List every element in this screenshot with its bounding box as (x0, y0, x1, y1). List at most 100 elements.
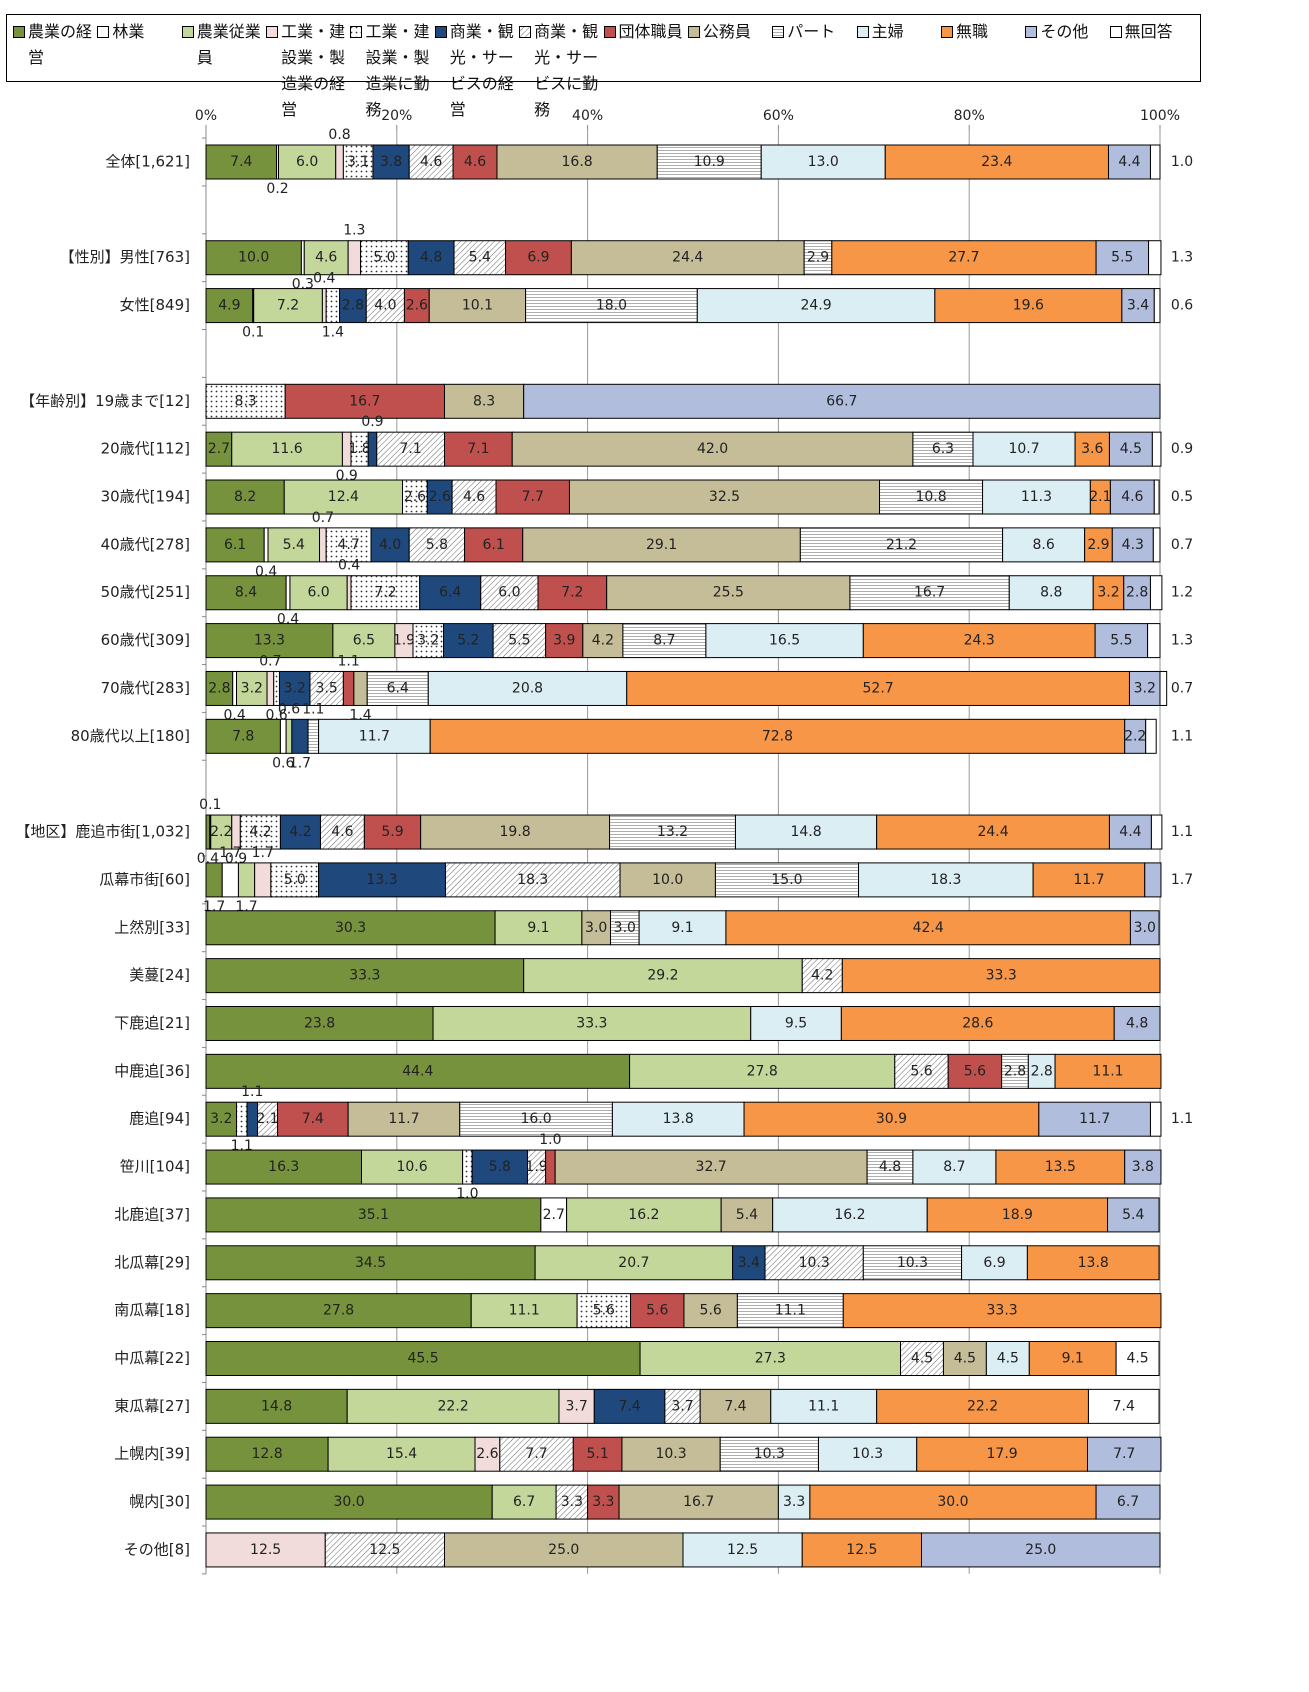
data-label: 12.5 (846, 1542, 877, 1558)
bar-segment (278, 144, 337, 180)
data-label: 6.0 (296, 154, 318, 170)
bar-segment (499, 1436, 574, 1472)
data-label: 4.2 (249, 824, 271, 840)
bar-segment (319, 814, 365, 850)
data-label: 2.1 (256, 1111, 278, 1127)
bar-segment (285, 718, 293, 754)
data-label: 1.7 (252, 845, 274, 861)
bar-segment (205, 670, 234, 706)
bar-segment (1107, 1197, 1160, 1233)
data-label: 4.6 (1121, 489, 1143, 505)
bar-segment (307, 718, 320, 754)
data-label: 32.5 (709, 489, 740, 505)
bar-segment (523, 958, 803, 994)
bar-segment (205, 575, 287, 611)
data-label: 13.8 (1078, 1255, 1109, 1271)
y-tick-label: 80歳代以上[180] (71, 727, 190, 745)
bar-segment (205, 1149, 363, 1185)
data-label: 1.3 (343, 223, 365, 239)
data-label: 7.8 (232, 728, 254, 744)
data-label: 24.4 (977, 824, 1008, 840)
data-label: 2.2 (1124, 728, 1146, 744)
data-label: 5.8 (426, 537, 448, 553)
data-label: 5.5 (1111, 250, 1133, 266)
data-label: 15.0 (771, 872, 802, 888)
bar-segment (1074, 431, 1110, 467)
data-label: 10.0 (238, 250, 269, 266)
legend-swatch-box (1025, 26, 1038, 38)
bar-segment (803, 240, 833, 276)
bar-segment (622, 623, 707, 659)
bar-segment (1152, 527, 1161, 563)
bar-segment (736, 1293, 844, 1329)
data-label: 11.1 (775, 1303, 806, 1319)
data-label: 7.1 (400, 441, 422, 457)
data-label: 3.0 (614, 920, 636, 936)
data-label: 6.3 (932, 441, 954, 457)
bar-segment (900, 1341, 944, 1376)
y-tick-label: 上然別[33] (114, 918, 190, 936)
bar-segment (926, 1197, 1109, 1233)
y-tick-label: 30歳代[194] (101, 488, 190, 506)
bar-segment (324, 1532, 445, 1568)
data-label: 30.3 (335, 920, 366, 936)
bar-segment (523, 383, 1161, 419)
bar-segment (367, 431, 378, 467)
data-label: 5.4 (469, 250, 491, 266)
data-label: 5.8 (489, 1159, 511, 1175)
data-label: 3.7 (565, 1398, 587, 1414)
legend-swatch-box (13, 26, 25, 38)
bar-segment (205, 144, 278, 180)
data-label: 52.7 (863, 680, 894, 696)
data-label: 4.9 (218, 298, 240, 314)
bar-segment (801, 958, 843, 994)
data-label: 42.4 (913, 920, 944, 936)
legend-item: パート (772, 19, 856, 77)
data-label: 45.5 (407, 1351, 438, 1367)
data-label: 1.7 (1171, 872, 1193, 888)
data-label: 4.4 (1119, 824, 1141, 840)
legend-swatch (519, 26, 532, 38)
data-label: 11.1 (808, 1398, 839, 1414)
bar-segment (365, 288, 405, 324)
data-label: 8.3 (234, 393, 256, 409)
bar-segment (545, 1149, 556, 1185)
data-label: 13.3 (366, 872, 397, 888)
data-label: 32.7 (696, 1159, 727, 1175)
y-tick-label: 南瓜幕[18] (114, 1301, 190, 1319)
data-label: 2.9 (807, 250, 829, 266)
data-label: 10.3 (655, 1446, 686, 1462)
legend-item: 無職 (940, 19, 1025, 77)
bar-segment (894, 1053, 949, 1089)
data-label: 3.8 (380, 154, 402, 170)
y-tick-label: 40歳代[278] (101, 535, 190, 553)
bar-segment (205, 1388, 348, 1424)
data-label: 14.8 (261, 1398, 292, 1414)
data-label: 13.2 (657, 824, 688, 840)
data-label: 1.4 (322, 325, 344, 341)
legend-swatch-box (266, 26, 279, 38)
data-label: 1.1 (1171, 728, 1193, 744)
legend-swatch-box (1109, 26, 1122, 38)
bar-segment (1145, 718, 1157, 754)
legend-swatch (181, 26, 194, 38)
data-label: 29.1 (646, 537, 677, 553)
data-label: 8.6 (1032, 537, 1054, 553)
bar-segment (205, 1341, 641, 1376)
data-label: 29.2 (647, 968, 678, 984)
bar-segment (743, 1101, 1040, 1137)
data-label: 23.8 (304, 1015, 335, 1031)
bar-segment (699, 1388, 772, 1424)
y-tick-label: 【性別】男性[763] (60, 248, 190, 266)
data-label: 12.5 (250, 1542, 281, 1558)
legend-item: 農業従業員 (181, 19, 266, 77)
data-label: 5.4 (1122, 1207, 1144, 1223)
data-label: 16.5 (769, 633, 800, 649)
bar-segment (1028, 1341, 1117, 1376)
bar-segment (346, 1388, 560, 1424)
data-label: 6.7 (1117, 1494, 1139, 1510)
bar-segment (772, 1197, 928, 1233)
legend-swatch (940, 26, 953, 38)
legend-label: 農業従業員 (196, 22, 261, 67)
data-label: 7.4 (302, 1111, 324, 1127)
